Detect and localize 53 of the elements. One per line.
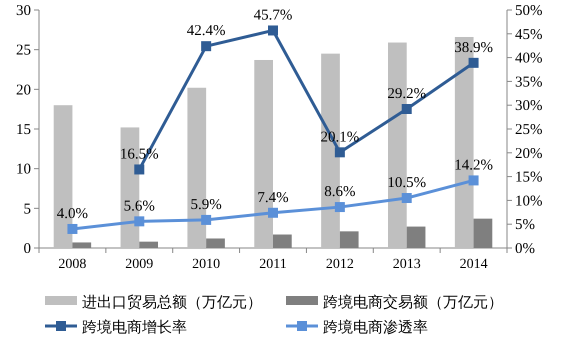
point: [268, 208, 278, 218]
y2-tick-label: 20%: [515, 146, 542, 162]
y-tick-label: 15: [16, 122, 31, 138]
y2-tick-label: 25%: [515, 122, 542, 138]
y2-tick-label: 40%: [515, 50, 542, 67]
data-label: 29.2%: [387, 86, 426, 102]
point: [134, 216, 144, 226]
legend-label: 跨境电商渗透率: [323, 319, 428, 336]
point: [201, 41, 212, 52]
point: [402, 193, 412, 204]
point: [67, 224, 78, 234]
y2-tick-label: 10%: [515, 193, 542, 210]
y-tick-label: 20: [16, 82, 31, 98]
data-label: 38.9%: [454, 40, 493, 56]
point: [134, 164, 144, 174]
point: [468, 175, 479, 186]
legend-label: 跨境电商交易额（万亿元）: [323, 294, 503, 311]
data-label: 10.5%: [387, 175, 426, 192]
data-label: 42.4%: [186, 23, 226, 40]
data-label: 4.0%: [56, 206, 88, 222]
x-tick-label: 2013: [392, 257, 421, 272]
y2-tick-label: 50%: [515, 3, 542, 19]
y-tick-label: 30: [16, 3, 31, 19]
y2-tick-label: 30%: [515, 98, 542, 114]
point: [334, 147, 345, 158]
y2-tick-label: 0%: [515, 241, 535, 257]
x-tick-label: 2014: [460, 257, 488, 272]
point: [201, 214, 212, 225]
point: [268, 25, 278, 36]
x-tick-label: 2011: [259, 257, 287, 272]
legend-label: 跨境电商增长率: [82, 319, 187, 336]
y2-tick-label: 5%: [515, 217, 535, 234]
data-label: 45.7%: [254, 7, 292, 24]
point: [468, 58, 479, 68]
data-label: 5.9%: [190, 196, 222, 213]
point: [402, 104, 412, 114]
data-label: 5.6%: [124, 198, 155, 214]
data-label: 14.2%: [454, 157, 493, 174]
x-tick-label: 2009: [125, 257, 154, 272]
y2-tick-label: 35%: [515, 74, 542, 90]
y-tick-label: 10: [16, 162, 31, 178]
data-label: 7.4%: [257, 190, 289, 206]
y2-tick-label: 45%: [515, 26, 542, 43]
y2-tick-label: 15%: [515, 170, 542, 186]
x-tick-label: 2008: [58, 257, 86, 272]
x-tick-label: 2010: [192, 257, 220, 272]
x-tick-label: 2012: [326, 257, 354, 272]
data-label: 8.6%: [324, 184, 356, 200]
point: [334, 202, 345, 212]
y-tick-label: 5: [24, 201, 31, 218]
y-tick-label: 0: [24, 241, 31, 257]
y-tick-label: 25: [16, 42, 31, 59]
legend-label: 进出口贸易总额（万亿元）: [82, 294, 262, 311]
